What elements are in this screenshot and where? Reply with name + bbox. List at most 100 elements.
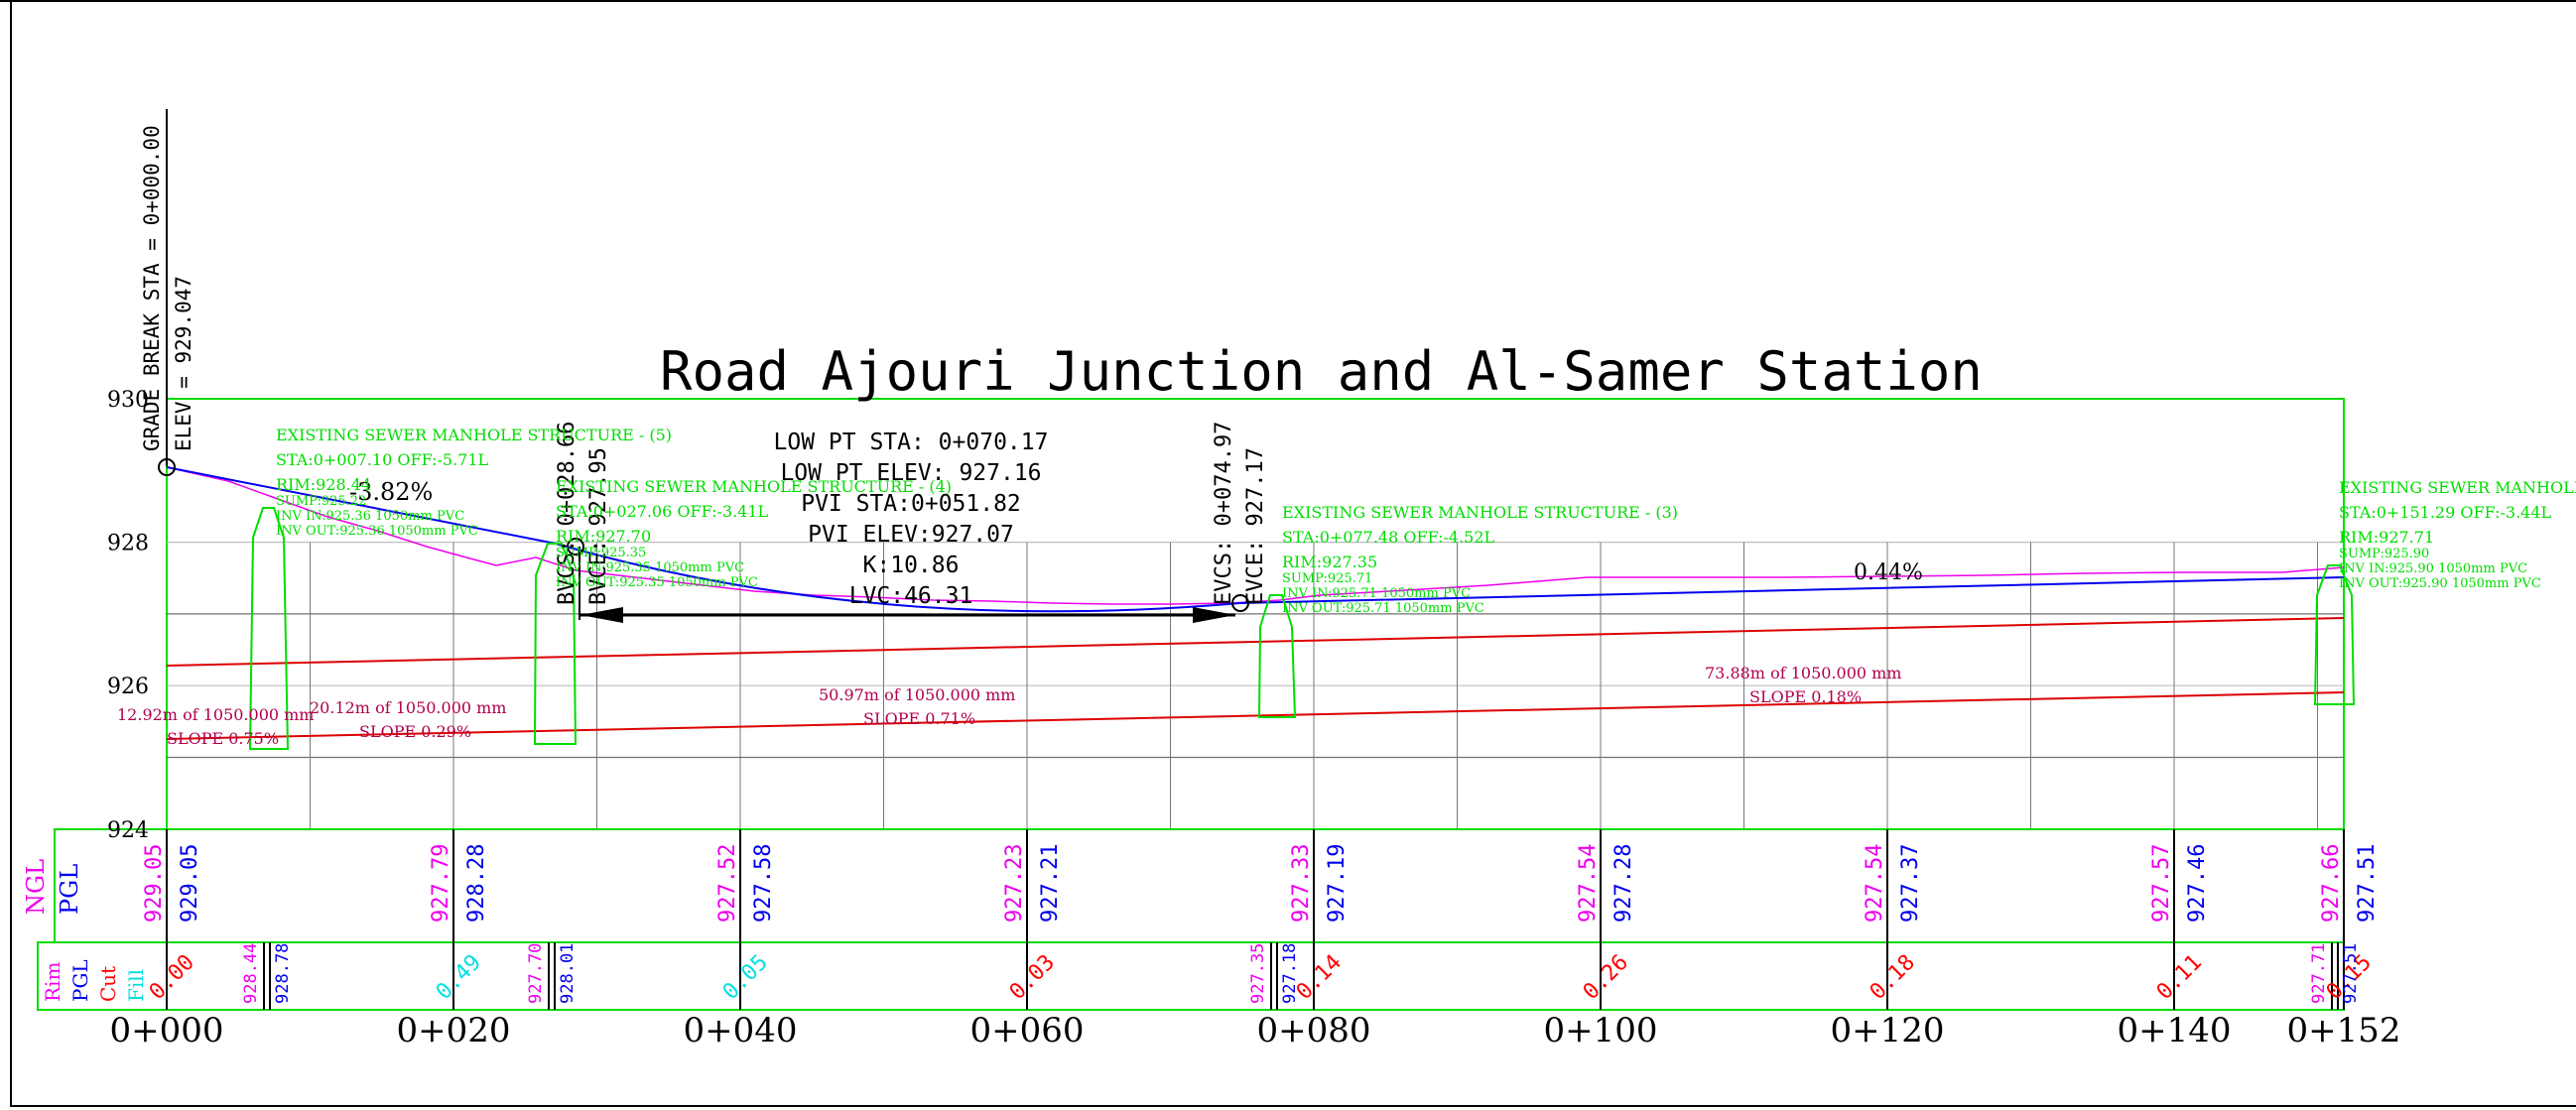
pipe-label: 20.12m of 1050.000 mm — [310, 698, 506, 717]
pipe-label: 12.92m of 1050.000 mm — [117, 705, 314, 724]
vc-info-line: PVI ELEV:927.07 — [808, 522, 1014, 548]
band-label-rim: Rim — [41, 962, 64, 1002]
grade-2-label: 0.44% — [1854, 560, 1923, 585]
vc-info-line: PVI STA:0+051.82 — [801, 491, 1021, 517]
cutfill-value: 0.11 — [2152, 950, 2207, 1005]
station-label: 0+080 — [1256, 1011, 1370, 1050]
manhole-label-line: EXISTING SEWER MANHOLE STRUCTURE - (3) — [1282, 503, 1678, 522]
grade-break-elev: ELEV = 929.047 — [172, 276, 195, 451]
pipe-slope: SLOPE 0.75% — [167, 729, 279, 748]
manhole-shape-2 — [2313, 564, 2356, 705]
vc-info-line: LOW PT ELEV: 927.16 — [780, 460, 1041, 486]
ngl-value: 927.23 — [1002, 844, 1027, 923]
pipe-label: 50.97m of 1050.000 mm — [819, 685, 1015, 704]
manhole-label-line: RIM:927.70 — [556, 527, 651, 546]
pgl-value: 929.05 — [178, 844, 202, 923]
pgl-value: 927.51 — [2355, 844, 2380, 923]
pgl-value: 927.46 — [2185, 844, 2210, 923]
cutfill-value: 0.03 — [1005, 950, 1060, 1005]
cutfill-value: 0.14 — [1292, 950, 1347, 1005]
cutfill-value: 0.18 — [1866, 950, 1920, 1005]
ngl-value: 927.66 — [2319, 844, 2344, 923]
manhole-label-line: SUMP:925.22 — [276, 494, 366, 509]
manhole-label-line: SUMP:925.90 — [2339, 547, 2429, 561]
pipe-top-line — [166, 617, 2345, 667]
y-tick-label: 928 — [107, 532, 149, 556]
vc-info-line: LVC:46.31 — [849, 583, 973, 609]
manhole-shape-3 — [1257, 594, 1297, 718]
ngl-value: 927.54 — [1863, 844, 1887, 923]
manhole-label-line: INV OUT:925.36 1050mm PVC — [276, 524, 478, 539]
pgl-value: 927.21 — [1038, 844, 1063, 923]
band-label-cut: Cut — [96, 966, 120, 1002]
labels-layer: 930 928 926 924 Road Ajouri Junction and Al-… — [22, 125, 2576, 1050]
ngl-value: 929.05 — [142, 844, 167, 923]
y-tick-label: 924 — [107, 818, 149, 843]
ngl-value: 927.57 — [2149, 844, 2174, 923]
station-label: 0+152 — [2286, 1011, 2400, 1050]
pipe-slope: SLOPE 0.29% — [359, 722, 471, 741]
evc-circle — [1231, 594, 1249, 612]
manhole-label-line: INV IN:925.36 1050mm PVC — [276, 509, 464, 524]
pgl-value: 928.28 — [464, 844, 489, 923]
station-label: 0+040 — [683, 1011, 797, 1050]
manhole-band-pgl: 928.78 — [273, 943, 293, 1004]
grade-break-label: GRADE BREAK STA = 0+000.00 — [140, 125, 164, 451]
bvce-label: BVCE: 927.95 — [586, 447, 611, 605]
manhole-label-line: RIM:928.44 — [276, 475, 371, 494]
station-label: 0+120 — [1830, 1011, 1944, 1050]
ngl-value: 927.79 — [429, 844, 453, 923]
manhole-label-line: INV OUT:925.35 1050mm PVC — [556, 575, 758, 590]
pipe-label: 73.88m of 1050.000 mm — [1705, 664, 1901, 682]
manhole-band-pgl: 928.01 — [558, 943, 578, 1004]
manhole-label-line: EXISTING SEWER MANHOLE STRUCTURE - (4) — [556, 477, 952, 496]
pgl-value: 927.58 — [751, 844, 776, 923]
pipe-invert-line — [166, 691, 2345, 740]
manhole-label-line: INV IN:925.35 1050mm PVC — [556, 560, 744, 575]
manhole-label-line: EXISTING SEWER MANHOLE STRUCTURE - (2) — [2339, 478, 2576, 497]
cutfill-value: 0.49 — [432, 950, 486, 1005]
manhole-label-line: EXISTING SEWER MANHOLE STRUCTURE - (5) — [276, 426, 672, 444]
manhole-band-rim: 928.44 — [241, 943, 261, 1004]
manhole-band-pgl: 927.18 — [1280, 943, 1300, 1004]
y-tick-label: 930 — [107, 388, 149, 413]
band-label-ngl: NGL — [22, 859, 50, 915]
vc-info-line: LOW PT STA: 0+070.17 — [774, 430, 1049, 455]
cutfill-value: 0.00 — [145, 950, 199, 1005]
cutfill-value: 0.26 — [1579, 950, 1633, 1005]
manhole-shape-4 — [533, 543, 578, 745]
station-ticks — [166, 829, 2345, 1010]
station-label: 0+060 — [969, 1011, 1084, 1050]
vc-info-line: K:10.86 — [863, 553, 960, 578]
manhole-label-line: STA:0+027.06 OFF:-3.41L — [556, 502, 769, 521]
pgl-value: 927.28 — [1611, 844, 1636, 923]
ngl-value: 927.54 — [1576, 844, 1601, 923]
manhole-band-rim: 927.71 — [2309, 943, 2329, 1004]
manhole-label-line: SUMP:925.71 — [1282, 571, 1372, 586]
bvcs-label: BVCS: 0+028.66 — [555, 422, 580, 605]
pgl-value: 927.19 — [1325, 844, 1350, 923]
band-label-pgl: PGL — [56, 864, 83, 915]
station-label: 0+140 — [2117, 1011, 2231, 1050]
manhole-label-line: INV OUT:925.71 1050mm PVC — [1282, 601, 1484, 616]
grade-1-label: -3.82% — [349, 478, 433, 506]
pipe-slope: SLOPE 0.71% — [863, 709, 975, 728]
vc-arrow-head-right — [1193, 607, 1235, 623]
manhole-label-line: SUMP:925.35 — [556, 546, 646, 560]
ngl-line — [166, 466, 2345, 605]
profile-grid — [167, 541, 2344, 829]
drawing-frame — [10, 0, 2576, 1107]
pgl-value: 927.37 — [1898, 844, 1923, 923]
station-label: 0+020 — [396, 1011, 510, 1050]
ngl-value: 927.33 — [1289, 844, 1314, 923]
manhole-label-line: RIM:927.71 — [2339, 528, 2434, 547]
manhole-label-line: INV IN:925.71 1050mm PVC — [1282, 586, 1471, 601]
page-title: Road Ajouri Junction and Al-Samer Statio… — [660, 340, 1983, 403]
manhole-shape-5 — [248, 507, 290, 750]
station-label: 0+100 — [1543, 1011, 1657, 1050]
manhole-label-line: STA:0+007.10 OFF:-5.71L — [276, 450, 489, 469]
manhole-label-line: INV IN:925.90 1050mm PVC — [2339, 561, 2527, 576]
manhole-band-rim: 927.35 — [1248, 943, 1268, 1004]
band-label-pgl2: PGL — [68, 959, 92, 1002]
